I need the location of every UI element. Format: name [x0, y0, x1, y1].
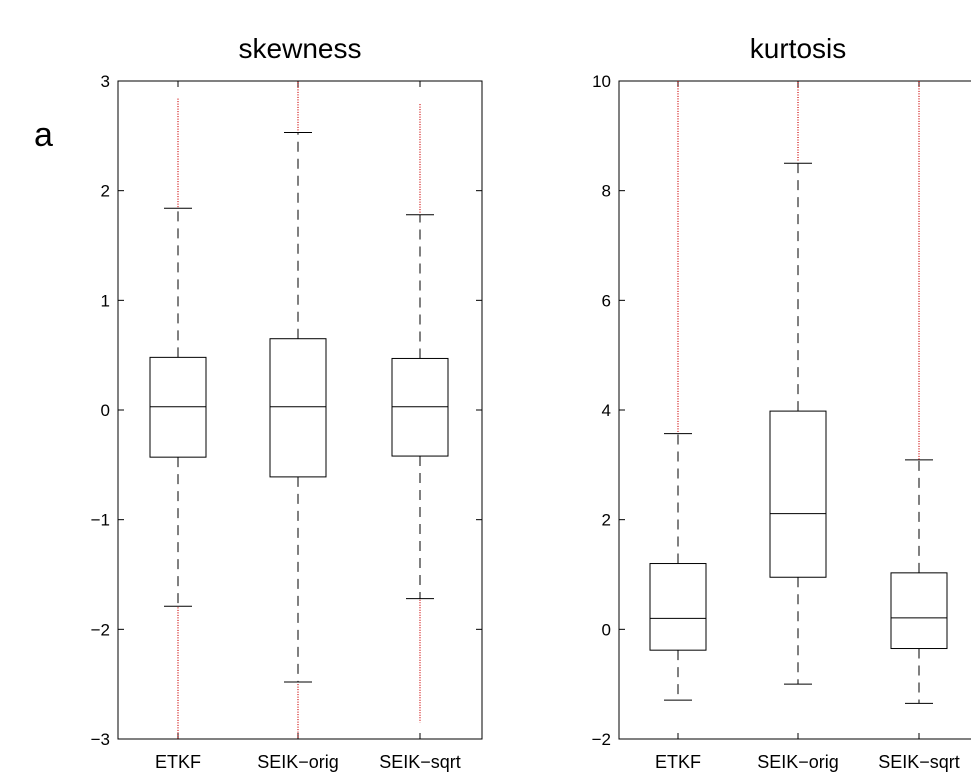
x-tick-label: ETKF — [655, 752, 701, 772]
x-tick-label: ETKF — [155, 752, 201, 772]
y-tick-label: 6 — [602, 291, 611, 310]
y-tick-label: −1 — [91, 511, 110, 530]
box-iqr — [890, 572, 948, 650]
box-2 — [890, 81, 948, 704]
box-1 — [769, 81, 827, 685]
y-tick-label: 0 — [602, 620, 611, 639]
x-tick-label: SEIK−sqrt — [878, 752, 960, 772]
x-tick-label: SEIK−orig — [757, 752, 839, 772]
box-0 — [649, 81, 707, 701]
y-tick-label: −3 — [91, 730, 110, 749]
chart-panel-0: skewness 3 2 1 0 −1 −2 −3 ETKF SEIK−orig SEIK−sqrt — [91, 33, 483, 772]
y-tick-label: −2 — [91, 620, 110, 639]
box-iqr — [149, 356, 207, 458]
y-tick-label: 2 — [101, 182, 110, 201]
box-iqr — [649, 563, 707, 651]
chart-panel-1: kurtosis 10 8 6 4 2 0 −2 ETKF SEIK−orig SEIK−sqrt — [592, 33, 971, 772]
chart-title: skewness — [239, 33, 362, 64]
box-iqr — [391, 357, 449, 457]
y-tick-label: 10 — [592, 72, 611, 91]
y-tick-label: 0 — [101, 401, 110, 420]
x-tick-label: SEIK−orig — [257, 752, 339, 772]
box-iqr — [269, 338, 327, 478]
y-tick-label: 8 — [602, 182, 611, 201]
chart-title: kurtosis — [750, 33, 846, 64]
box-0 — [149, 97, 207, 739]
box-iqr — [769, 410, 827, 578]
y-tick-label: 2 — [602, 511, 611, 530]
box-1 — [269, 81, 327, 739]
y-tick-label: −2 — [592, 730, 611, 749]
y-tick-label: 3 — [101, 72, 110, 91]
x-tick-label: SEIK−sqrt — [379, 752, 461, 772]
box-2 — [391, 102, 449, 723]
panel-label: a — [34, 116, 53, 154]
y-tick-label: 4 — [602, 401, 611, 420]
y-tick-label: 1 — [101, 291, 110, 310]
